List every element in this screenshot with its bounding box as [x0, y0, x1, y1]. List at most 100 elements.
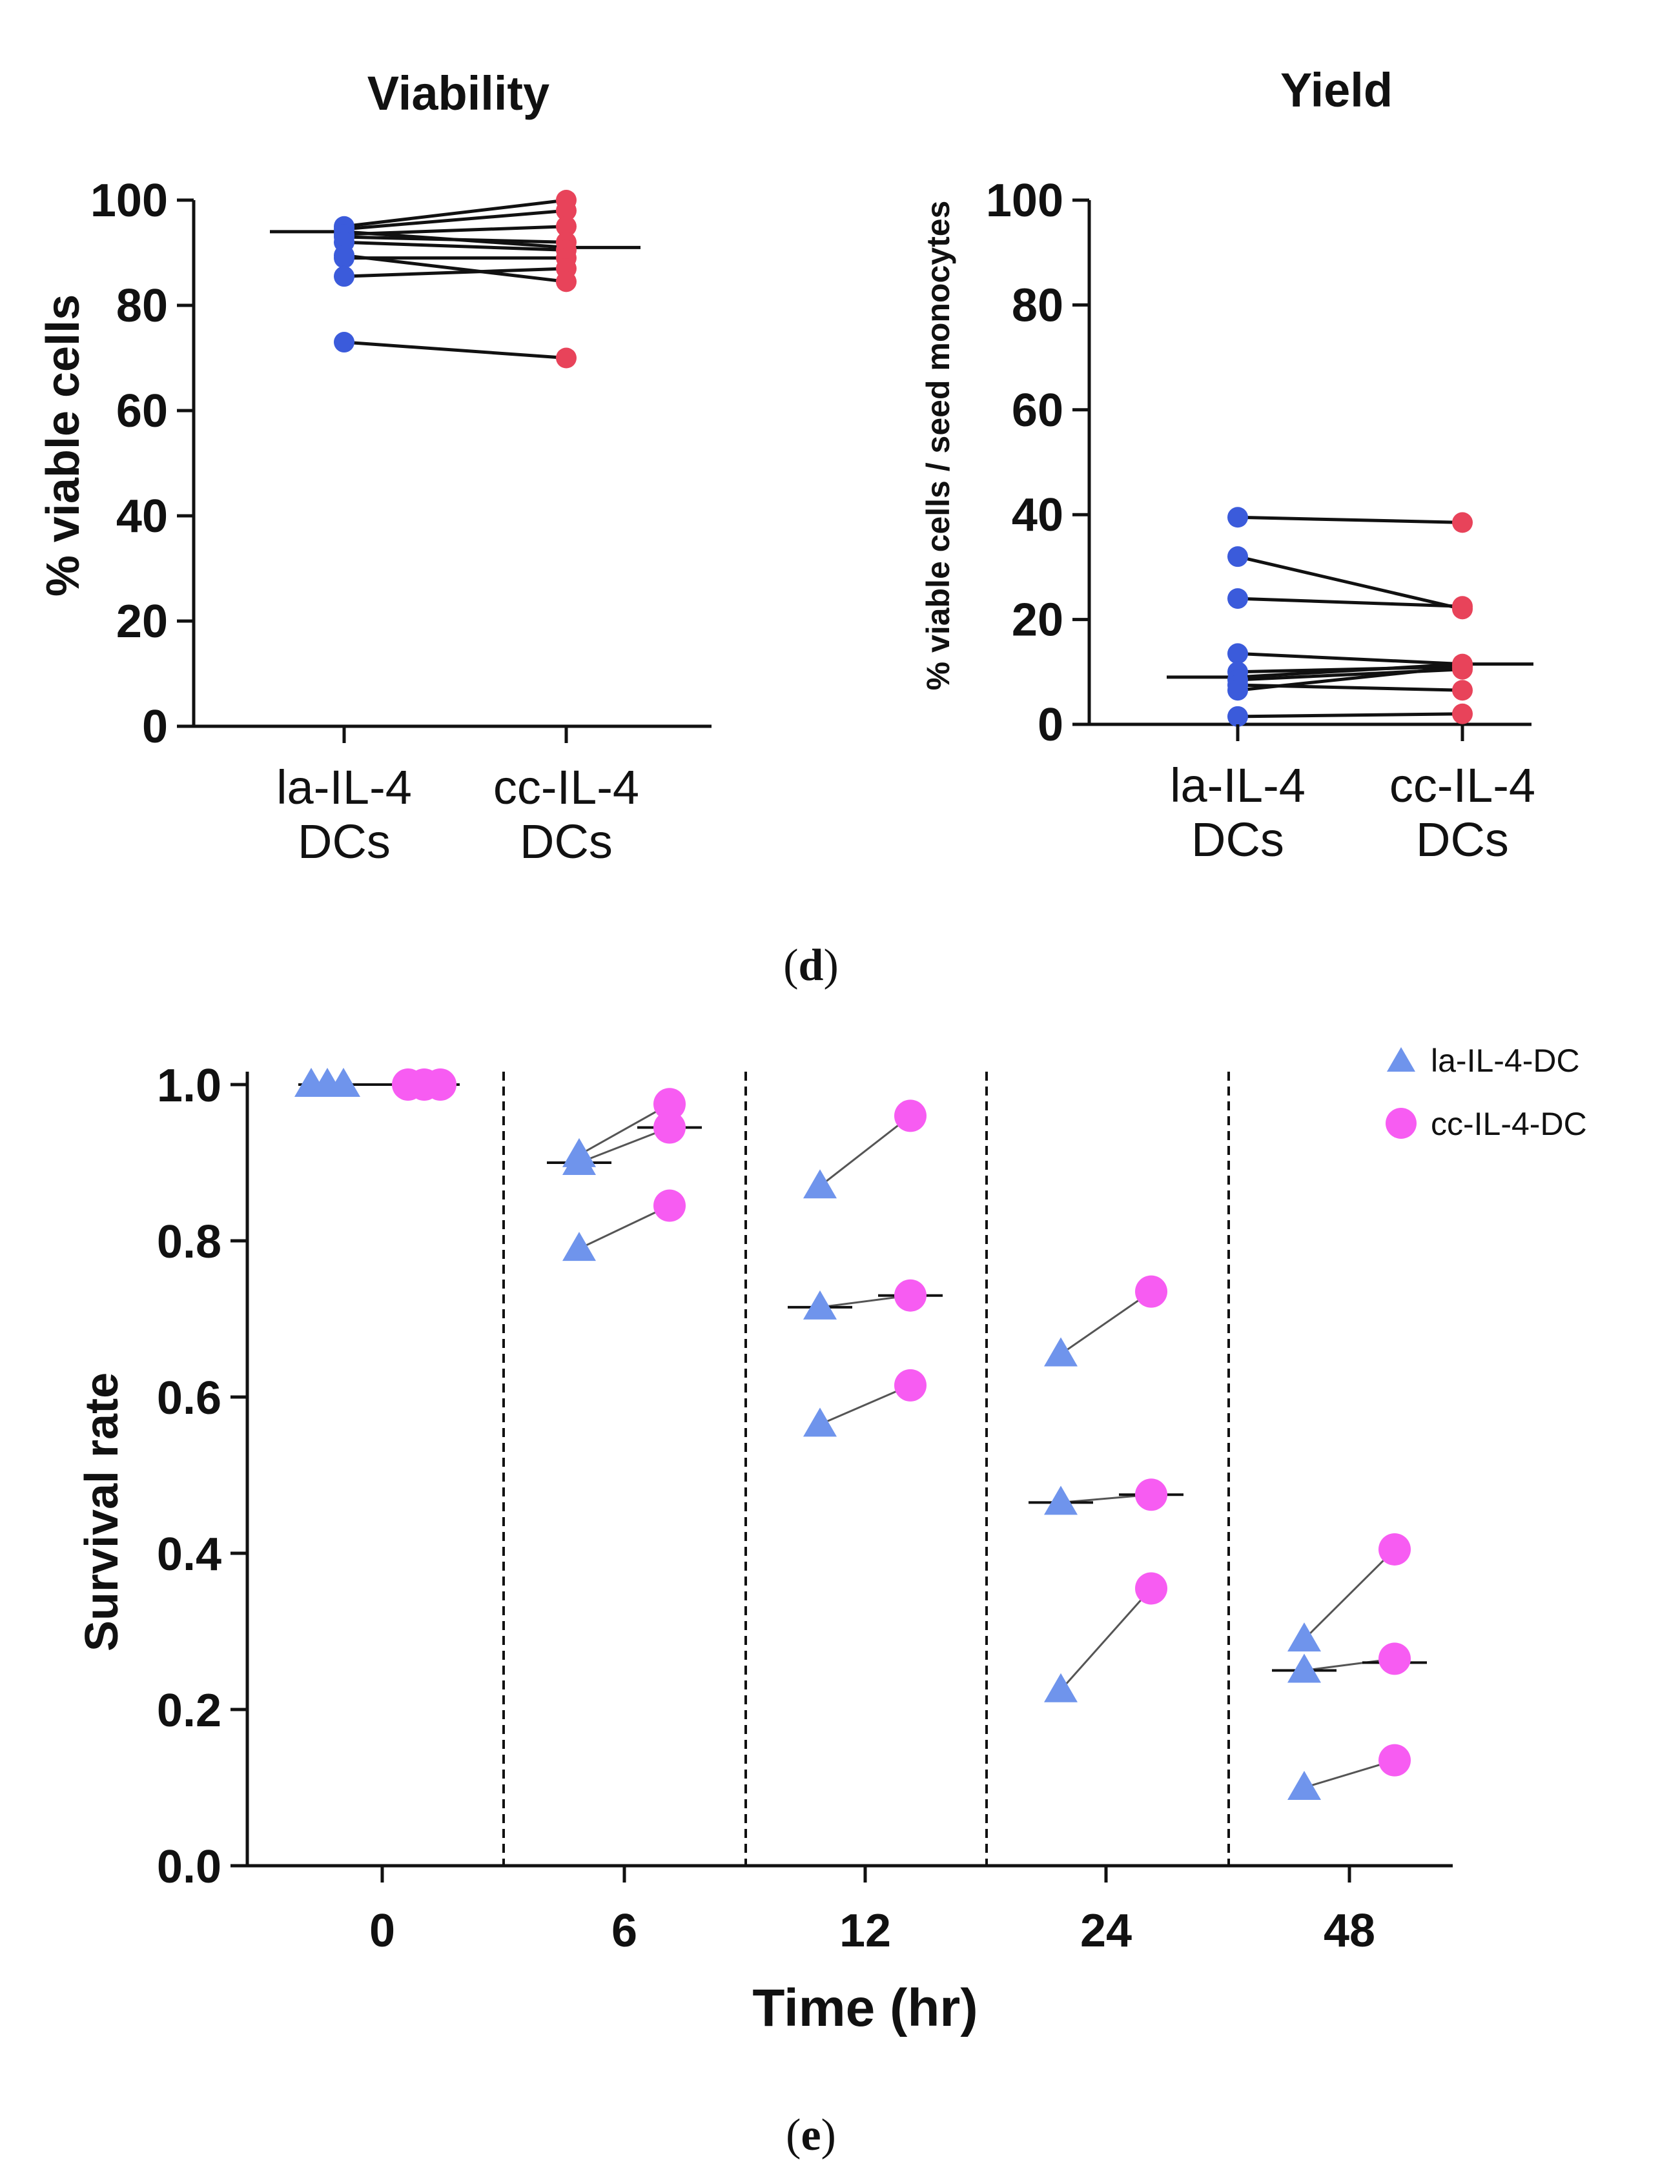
- survival-pair-line: [819, 1115, 911, 1187]
- survival-y-axis-label: Survival rate: [76, 1373, 128, 1651]
- survival-pair-line: [579, 1103, 670, 1156]
- survival-point-la: [1287, 1653, 1321, 1683]
- legend: la-IL-4-DC cc-IL-4-DC: [1386, 1043, 1587, 1142]
- y-point-la: [1227, 546, 1248, 567]
- y-point-la: [1227, 680, 1248, 701]
- survival-pair-line: [1303, 1548, 1396, 1640]
- survival-y-tick-label: 0.4: [157, 1529, 221, 1580]
- survival-point-cc: [1135, 1478, 1167, 1511]
- svg-text:(e): (e): [786, 2110, 836, 2160]
- y-y-tick-label: 0: [1038, 699, 1063, 751]
- v-y-tick-label: 0: [142, 701, 168, 753]
- yield-title: Yield: [1280, 63, 1393, 117]
- y-y-tick-label: 100: [986, 175, 1063, 227]
- v-point-cc: [556, 216, 577, 237]
- legend-item-la-il-4-dc: la-IL-4-DC: [1387, 1043, 1580, 1079]
- v-point-cc: [556, 347, 577, 369]
- y-point-cc: [1452, 512, 1473, 533]
- survival-point-la: [327, 1068, 360, 1097]
- survival-x-tick-label: 12: [839, 1905, 891, 1957]
- y-pair-line: [1237, 597, 1463, 608]
- v-y-tick-label: 20: [116, 596, 168, 648]
- survival-point-cc: [1135, 1572, 1167, 1605]
- v-point-cc: [556, 200, 577, 221]
- v-y-tick-label: 60: [116, 385, 168, 437]
- panel-label-e: (e): [786, 2110, 836, 2160]
- survival-y-tick-label: 0.0: [157, 1841, 221, 1893]
- v-point-la: [334, 266, 354, 287]
- survival-point-cc: [1378, 1533, 1411, 1566]
- y-point-la: [1227, 706, 1248, 727]
- survival-point-la: [1044, 1673, 1078, 1702]
- survival-point-la: [803, 1169, 837, 1199]
- survival-point-la: [562, 1232, 596, 1261]
- v-pair-line: [343, 340, 567, 360]
- y-y-tick-label: 20: [1012, 595, 1063, 646]
- y-pair-line: [1237, 515, 1463, 524]
- survival-point-la: [1287, 1771, 1321, 1800]
- survival-pair-line: [819, 1384, 911, 1425]
- svg-text:(d): (d): [783, 941, 839, 990]
- survival-y-tick-label: 0.8: [157, 1216, 221, 1268]
- v-category-label: cc-IL-4: [493, 760, 639, 814]
- legend-label-cc-il-4-dc: cc-IL-4-DC: [1431, 1106, 1587, 1142]
- y-category-label: DCs: [1191, 813, 1284, 866]
- survival-y-tick-label: 1.0: [157, 1060, 221, 1112]
- v-y-tick-label: 100: [90, 175, 168, 227]
- legend-triangle-marker: [1387, 1047, 1415, 1072]
- v-category-label: DCs: [520, 815, 613, 868]
- survival-point-cc: [1378, 1642, 1411, 1675]
- v-median-connector: [343, 230, 567, 249]
- yield-y-axis-label: % viable cells / seed monocytes: [920, 201, 956, 691]
- viability-title: Viability: [367, 66, 549, 120]
- v-pair-line: [343, 254, 567, 283]
- y-category-label: DCs: [1416, 813, 1509, 866]
- y-pair-line: [1237, 712, 1463, 719]
- y-median-connector: [1237, 662, 1463, 679]
- y-point-cc: [1452, 703, 1473, 724]
- y-y-tick-label: 60: [1012, 385, 1063, 436]
- v-pair-line: [343, 209, 567, 231]
- y-pair-line: [1237, 665, 1463, 692]
- survival-point-la: [1044, 1485, 1078, 1515]
- survival-x-tick-label: 24: [1080, 1905, 1132, 1957]
- survival-point-cc: [894, 1369, 927, 1402]
- legend-circle-marker: [1386, 1108, 1417, 1139]
- v-y-tick-label: 80: [116, 280, 168, 332]
- panel-d-letter: d: [799, 941, 824, 990]
- survival-pair-line: [1060, 1291, 1152, 1355]
- v-pair-line: [343, 240, 567, 252]
- survival-pair-line: [1060, 1587, 1152, 1691]
- survival-pair-line: [579, 1205, 670, 1250]
- y-point-la: [1227, 643, 1248, 664]
- survival-pair-line: [579, 1127, 670, 1164]
- y-y-tick-label: 80: [1012, 280, 1063, 331]
- legend-item-cc-il-4-dc: cc-IL-4-DC: [1386, 1106, 1587, 1142]
- survival-point-cc: [894, 1099, 927, 1132]
- survival-point-la: [1044, 1337, 1078, 1367]
- survival-point-la: [803, 1407, 837, 1437]
- v-category-label: la-IL-4: [276, 760, 412, 814]
- v-pair-line: [343, 198, 567, 229]
- survival-x-tick-label: 48: [1324, 1905, 1375, 1957]
- survival-point-cc: [424, 1068, 456, 1101]
- survival-point-cc: [653, 1111, 686, 1144]
- survival-point-cc: [1135, 1275, 1167, 1308]
- y-category-label: cc-IL-4: [1389, 759, 1535, 812]
- survival-x-axis-label: Time (hr): [752, 1979, 978, 2037]
- survival-point-cc: [894, 1279, 927, 1312]
- survival-point-cc: [653, 1189, 686, 1222]
- survival-point-cc: [1378, 1744, 1411, 1777]
- v-y-tick-label: 40: [116, 491, 168, 542]
- y-pair-line: [1237, 651, 1463, 666]
- survival-x-tick-label: 0: [369, 1905, 395, 1957]
- survival-point-la: [803, 1290, 837, 1320]
- panel-d-close: ): [823, 941, 838, 990]
- y-y-tick-label: 40: [1012, 489, 1063, 541]
- survival-y-tick-label: 0.6: [157, 1373, 221, 1424]
- survival-y-tick-label: 0.2: [157, 1685, 221, 1737]
- y-point-cc: [1452, 680, 1473, 701]
- panel-e-open: (: [786, 2110, 801, 2160]
- v-point-la: [334, 332, 354, 353]
